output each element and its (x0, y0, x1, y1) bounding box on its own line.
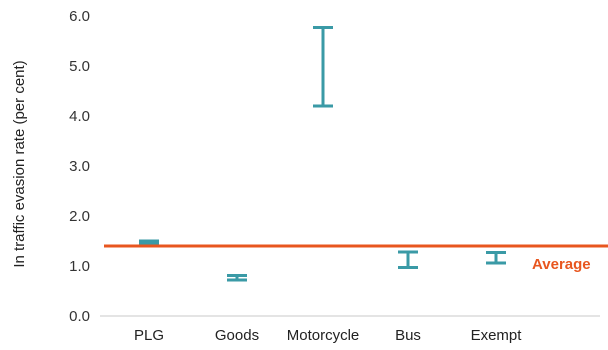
x-category-label-exempt: Exempt (471, 327, 523, 344)
y-tick-label: 2.0 (69, 208, 90, 225)
y-tick-label: 0.0 (69, 308, 90, 325)
y-axis-title: In traffic evasion rate (per cent) (11, 60, 28, 267)
x-category-label-bus: Bus (395, 327, 421, 344)
y-tick-label: 5.0 (69, 58, 90, 75)
average-layer: Average (104, 244, 608, 273)
range-mark-exempt (486, 251, 506, 265)
y-tick-label: 3.0 (69, 158, 90, 175)
x-category-label-plg: PLG (134, 327, 164, 344)
y-tick-label: 4.0 (69, 108, 90, 125)
x-category-label-motorcycle: Motorcycle (287, 327, 360, 344)
label-layer: PLG Goods Motorcycle Bus Exempt (134, 327, 522, 344)
y-tick-label: 1.0 (69, 258, 90, 275)
range-mark-goods (227, 274, 247, 282)
y-tick-label: 6.0 (69, 8, 90, 25)
axis-layer: 0.0 1.0 2.0 3.0 4.0 5.0 6.0 (69, 8, 600, 325)
range-mark-motorcycle (313, 26, 333, 108)
range-mark-bus (398, 250, 418, 269)
range-layer (139, 26, 506, 282)
average-label: Average (532, 256, 591, 273)
range-mark-plg (139, 239, 159, 245)
x-category-label-goods: Goods (215, 327, 259, 344)
